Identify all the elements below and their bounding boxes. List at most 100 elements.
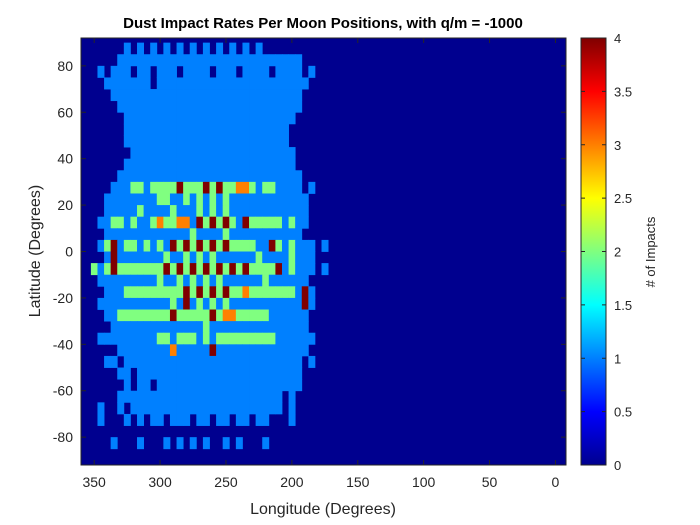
- heatmap-cell-203: [130, 135, 138, 148]
- heatmap-cell-81: [222, 77, 230, 90]
- heatmap-cell-205: [143, 135, 151, 148]
- heatmap-cell-577: [202, 274, 210, 287]
- heatmap-cell-120: [281, 89, 289, 102]
- heatmap-cell-878: [216, 390, 224, 403]
- heatmap-cell-937: [202, 437, 210, 450]
- heatmap-cell-40: [110, 65, 118, 78]
- heatmap-cell-617: [262, 286, 270, 299]
- heatmap-cell-933: [137, 437, 144, 450]
- heatmap-cell-457: [281, 228, 289, 241]
- heatmap-cell-909: [249, 402, 257, 415]
- heatmap-cell-69: [137, 77, 144, 90]
- heatmap-cell-427: [288, 216, 296, 229]
- heatmap-cell-90: [281, 77, 289, 90]
- heatmap-cell-731: [176, 332, 184, 345]
- heatmap-cell-25: [209, 54, 217, 67]
- heatmap-cell-580: [222, 274, 230, 287]
- heatmap-cell-866: [137, 390, 144, 403]
- heatmap-cell-399: [104, 216, 112, 229]
- heatmap-cell-938: [222, 437, 230, 450]
- heatmap-cell-341: [137, 193, 144, 206]
- heatmap-cell-274: [268, 158, 276, 171]
- heatmap-cell-432: [117, 228, 125, 241]
- heatmap-cell-88: [268, 77, 276, 90]
- heatmap-cell-669: [176, 309, 184, 322]
- heatmap-cell-247: [262, 147, 270, 160]
- heatmap-cell-540: [183, 263, 191, 276]
- heatmap-cell-513: [229, 251, 237, 264]
- heatmap-cell-641: [202, 297, 210, 310]
- heatmap-cell-279: [123, 170, 131, 183]
- heatmap-cell-604: [176, 286, 184, 299]
- heatmap-cell-291: [202, 170, 210, 183]
- heatmap-cell-154: [143, 112, 151, 125]
- colorbar-label: # of Impacts: [643, 216, 658, 287]
- heatmap-cell-42: [123, 65, 131, 78]
- heatmap-cell-599: [143, 286, 151, 299]
- heatmap-cell-38: [295, 54, 303, 67]
- heatmap-cell-857: [262, 379, 270, 392]
- heatmap-cell-449: [229, 228, 237, 241]
- heatmap-cell-824: [209, 367, 217, 380]
- heatmap-cell-870: [163, 390, 171, 403]
- heatmap-cell-553: [268, 263, 276, 276]
- heatmap-cell-463: [117, 239, 125, 252]
- heatmap-cell-233: [169, 147, 177, 160]
- heatmap-cell-163: [202, 112, 210, 125]
- heatmap-cell-323: [222, 181, 230, 194]
- heatmap-cell-746: [275, 332, 283, 345]
- heatmap-cell-28: [229, 54, 237, 67]
- heatmap-cell-813: [137, 367, 144, 380]
- heatmap-cell-329: [262, 181, 270, 194]
- heatmap-cell-918: [150, 413, 158, 426]
- heatmap-cell-893: [143, 402, 151, 415]
- heatmap-cell-548: [235, 263, 243, 276]
- heatmap-cell-721: [110, 332, 118, 345]
- heatmap-cell-102: [163, 89, 171, 102]
- heatmap-cell-850: [216, 379, 224, 392]
- heatmap-cell-725: [137, 332, 144, 345]
- heatmap-cell-510: [209, 251, 217, 264]
- heatmap-cell-589: [281, 274, 289, 287]
- colorbar: 0 0.5 1 1.5 2 2.5 3 3.5 4: [580, 31, 632, 473]
- heatmap-cell-281: [137, 170, 144, 183]
- heatmap-cell-52: [216, 65, 224, 78]
- heatmap-cell-240: [216, 147, 224, 160]
- heatmap-cell-886: [268, 390, 276, 403]
- heatmap-cell-133: [183, 100, 191, 113]
- heatmap-cell-676: [222, 309, 230, 322]
- colorbar-tick-label-3: 1.5: [614, 298, 632, 313]
- heatmap-cell-672: [196, 309, 204, 322]
- heatmap-cell-95: [117, 89, 125, 102]
- heatmap-cell-765: [202, 344, 210, 357]
- heatmap-cell-879: [222, 390, 230, 403]
- heatmap-cell-750: [301, 332, 309, 345]
- heatmap-cell-887: [275, 390, 283, 403]
- heatmap-cell-775: [268, 344, 276, 357]
- heatmap-cell-91: [288, 77, 296, 90]
- heatmap-cell-156: [156, 112, 164, 125]
- heatmap-cell-770: [235, 344, 243, 357]
- heatmap-cell-475: [196, 239, 204, 252]
- heatmap-cell-54: [229, 65, 237, 78]
- heatmap-cell-874: [189, 390, 197, 403]
- heatmap-cell-377: [169, 205, 177, 218]
- heatmap-cell-704: [209, 321, 217, 334]
- heatmap-cell-223: [262, 135, 270, 148]
- heatmap-cell-406: [150, 216, 158, 229]
- heatmap-cell-116: [255, 89, 263, 102]
- heatmap-cell-208: [163, 135, 171, 148]
- heatmap-cell-738: [222, 332, 230, 345]
- heatmap-cell-853: [235, 379, 243, 392]
- heatmap-cell-902: [202, 402, 210, 415]
- heatmap-cell-378: [176, 205, 184, 218]
- heatmap-cell-919: [156, 413, 164, 426]
- heatmap-cell-554: [275, 263, 283, 276]
- heatmap-cell-160: [183, 112, 191, 125]
- heatmap-cell-328: [255, 181, 263, 194]
- heatmap-cell-578: [209, 274, 217, 287]
- heatmap-cell-584: [249, 274, 257, 287]
- heatmap-cell-808: [288, 355, 296, 368]
- heatmap-cell-127: [143, 100, 151, 113]
- heatmap-cell-629: [123, 297, 131, 310]
